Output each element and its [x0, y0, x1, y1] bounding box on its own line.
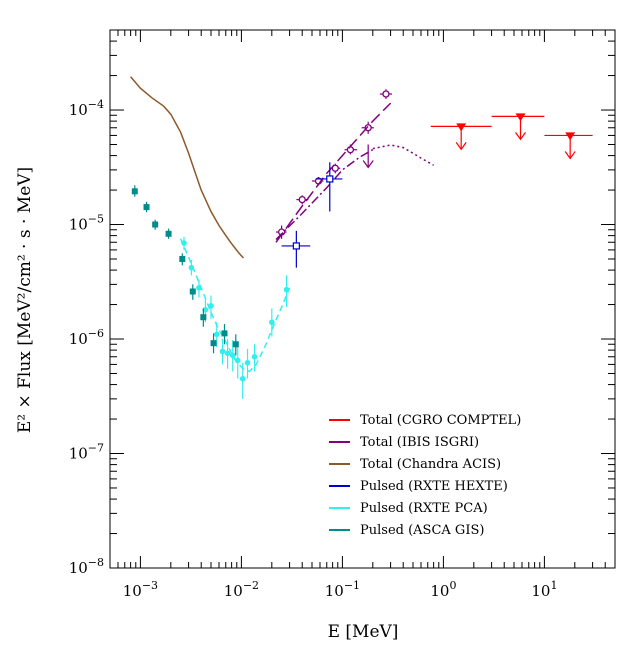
series-total-ibis-isgri	[362, 144, 374, 169]
legend-label: Pulsed (RXTE PCA)	[360, 501, 488, 516]
data-point	[244, 359, 251, 366]
data-point	[143, 204, 150, 211]
x-tick-label-base: 10	[531, 582, 550, 600]
data-point	[382, 90, 390, 98]
y-axis-title: E² × Flux [MeV²/cm² · s · MeV]	[15, 167, 35, 433]
data-point	[224, 350, 231, 357]
x-axis-title: E [MeV]	[328, 622, 399, 642]
data-point	[179, 255, 186, 262]
y-tick-label: 10−6	[69, 327, 104, 348]
data-point	[326, 175, 334, 183]
data-point	[189, 288, 196, 295]
data-point	[298, 195, 306, 204]
legend-label: Pulsed (RXTE HEXTE)	[360, 479, 508, 494]
x-tick-label: 10−3	[123, 579, 158, 600]
data-point	[364, 124, 372, 132]
y-tick-label-exponent: −4	[88, 98, 104, 111]
plot-border	[109, 29, 616, 569]
data-point	[239, 375, 246, 382]
y-tick-label-base: 10	[69, 330, 88, 348]
series-pulsed-rxte-pca	[181, 236, 290, 399]
legend-label: Total (CGRO COMPTEL)	[360, 413, 521, 428]
y-tick-label-exponent: −5	[88, 213, 104, 226]
x-tick-label-exponent: −3	[142, 579, 158, 592]
data-point	[269, 319, 275, 326]
series-line	[179, 238, 291, 373]
series-pulsed-rxte-pca	[179, 238, 291, 373]
data-point	[202, 306, 209, 313]
y-tick-label-exponent: −6	[88, 327, 104, 340]
series-total-ibis-isgri	[372, 144, 434, 166]
y-axis-title-text: E² × Flux [MeV²/cm² · s · MeV]	[15, 167, 35, 433]
data-point	[232, 341, 239, 348]
y-tick-label-base: 10	[69, 445, 88, 463]
upper-limit-arrow	[455, 142, 467, 151]
y-tick-label-base: 10	[69, 216, 88, 234]
x-tick-label-base: 10	[325, 582, 344, 600]
data-point	[200, 314, 207, 321]
x-tick-label-base: 10	[430, 582, 449, 600]
x-axis-title-text: E	[328, 622, 346, 642]
y-tick-labels: 10−810−710−610−510−4	[69, 98, 104, 577]
data-point	[292, 242, 300, 250]
x-tick-label-exponent: −1	[344, 579, 360, 592]
legend-label: Total (Chandra ACIS)	[360, 457, 501, 472]
data-point	[210, 340, 217, 347]
series-total-cgro-comptel	[430, 113, 593, 160]
data-point	[229, 352, 236, 359]
data-point	[221, 330, 228, 337]
y-tick-label: 10−7	[69, 442, 104, 463]
x-tick-label: 10−2	[224, 579, 259, 600]
x-tick-label-base: 10	[224, 582, 243, 600]
series-line	[275, 102, 392, 243]
x-tick-label-exponent: 1	[550, 579, 557, 592]
series-total-ibis-isgri	[275, 149, 374, 241]
y-tick-label: 10−5	[69, 213, 104, 234]
y-tick-label-exponent: −8	[88, 556, 104, 569]
y-tick-label-base: 10	[69, 101, 88, 119]
data-series	[130, 76, 593, 399]
data-point	[213, 331, 220, 338]
legend-label: Pulsed (ASCA GIS)	[360, 523, 484, 538]
data-point	[331, 164, 339, 172]
x-tick-label-exponent: 0	[449, 579, 456, 592]
series-total-ibis-isgri	[275, 89, 393, 239]
series-line	[130, 76, 245, 259]
y-tick-label: 10−4	[69, 98, 104, 119]
series-total-ibis-isgri	[275, 102, 392, 243]
axis-ticks	[109, 29, 616, 569]
series-pulsed-asca-gis	[131, 185, 239, 356]
y-tick-label-exponent: −7	[88, 442, 104, 455]
y-tick-label: 10−8	[69, 556, 104, 577]
data-point	[165, 230, 172, 237]
x-tick-label-exponent: −2	[243, 579, 259, 592]
series-total-chandra-acis	[130, 76, 245, 259]
y-tick-label-base: 10	[69, 559, 88, 577]
series-pulsed-rxte-hexte	[281, 162, 343, 268]
x-tick-label: 101	[531, 579, 557, 600]
x-tick-labels: 10−3 10−2 10−1 100 101	[123, 579, 558, 600]
upper-limit-arrow	[564, 151, 576, 160]
data-point	[219, 348, 226, 355]
legend-label: Total (IBIS ISGRI)	[360, 435, 479, 450]
x-tick-label-base: 10	[123, 582, 142, 600]
series-line	[275, 149, 374, 241]
legend: Total (CGRO COMPTEL) Total (IBIS ISGRI) To…	[329, 413, 521, 538]
upper-limit-arrow	[362, 160, 374, 169]
series-line	[372, 144, 434, 166]
data-point	[251, 353, 258, 360]
x-tick-label: 100	[430, 579, 456, 600]
data-point	[152, 221, 159, 228]
plot-frame	[109, 29, 616, 569]
x-tick-label: 10−1	[325, 579, 360, 600]
data-point	[131, 188, 138, 195]
x-axis-title-unit: [MeV]	[345, 622, 398, 642]
upper-limit-arrow	[515, 132, 526, 141]
